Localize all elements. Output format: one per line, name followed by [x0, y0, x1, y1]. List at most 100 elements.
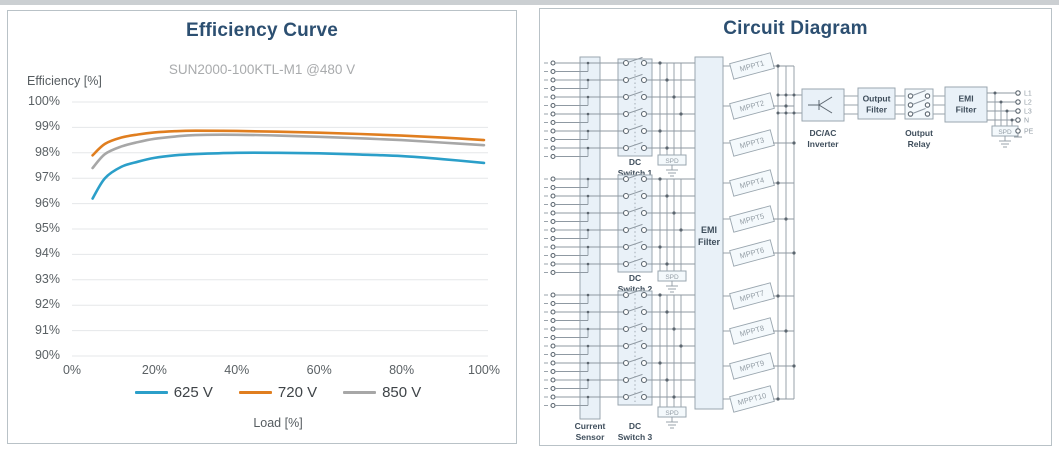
circuit-title: Circuit Diagram [723, 18, 868, 39]
mppt-block: MPPT5 [729, 205, 775, 233]
junction-dot [658, 361, 662, 365]
series-line-625-v [91, 151, 486, 200]
contact-terminal [640, 260, 648, 268]
y-tick-label: 99% [34, 119, 60, 134]
contact-terminal [550, 377, 556, 383]
contact-terminal [550, 60, 556, 66]
mppt-box [729, 52, 775, 80]
efficiency-curve-panel: Efficiency Curve SUN2000-100KTL-M1 @480 … [7, 10, 517, 444]
contact-terminal [550, 218, 556, 225]
mppt-box [729, 239, 775, 267]
mppt-box [729, 205, 775, 233]
dc-switch-label: DC [629, 157, 641, 167]
contact-terminal [550, 94, 556, 100]
junction-dot [999, 100, 1003, 104]
contact-terminal [640, 359, 648, 367]
contact-terminal [924, 102, 931, 108]
mppt-box [729, 317, 775, 345]
contact-terminal [622, 342, 630, 350]
contact-terminal [550, 136, 556, 143]
contact-terminal [640, 76, 648, 84]
junction-dot [792, 251, 796, 255]
contact-terminal [550, 385, 556, 392]
emi-filter-dc-label: Filter [698, 237, 721, 247]
y-tick-label: 93% [34, 271, 60, 286]
contact-terminal [640, 325, 648, 333]
switch-blade [627, 56, 643, 63]
x-tick-label: 20% [141, 363, 167, 377]
spd-label: SPD [665, 410, 679, 417]
junction-dot [586, 395, 590, 399]
mppt-box [729, 169, 775, 197]
switch-blade [627, 373, 643, 380]
junction-dot [586, 211, 590, 215]
x-tick-label: 60% [306, 363, 332, 377]
contact-terminal [550, 244, 556, 250]
contact-terminal [622, 359, 630, 367]
contact-terminal [640, 110, 648, 118]
pe-terminal-label: PE [1024, 129, 1034, 136]
junction-dot [679, 344, 683, 348]
x-axis-title: Load [%] [253, 416, 303, 430]
mppt-block: MPPT1 [729, 52, 775, 80]
spd-ground [666, 417, 678, 429]
contact-terminal [622, 76, 630, 84]
contact-terminal [622, 260, 630, 268]
contact-terminal [550, 153, 556, 160]
mppt-block: MPPT4 [729, 169, 775, 197]
mppt-block: MPPT7 [729, 282, 775, 310]
contact-terminal [622, 308, 630, 316]
dc-switch-label: DC [629, 421, 641, 431]
junction-dot [776, 397, 780, 401]
output-filter-label: Filter [866, 105, 887, 115]
junction-dot [586, 78, 590, 82]
contact-terminal [640, 376, 648, 384]
y-tick-label: 94% [34, 246, 60, 261]
relay-blade [912, 99, 926, 105]
junction-dot [679, 112, 683, 116]
contact-terminal [550, 235, 556, 242]
current-sensor-label: Current [575, 421, 606, 431]
junction-dot [658, 245, 662, 249]
legend-swatch [238, 391, 272, 394]
contact-terminal [622, 127, 630, 135]
switch-blade [627, 223, 643, 230]
contact-terminal [622, 110, 630, 118]
junction-dot [665, 378, 669, 382]
switch-blade [627, 124, 643, 131]
contact-terminal [640, 192, 648, 200]
junction-dot [679, 228, 683, 232]
y-tick-label: 90% [34, 348, 60, 362]
contact-terminal [640, 342, 648, 350]
contact-terminal [907, 102, 914, 108]
contact-terminal [622, 291, 630, 299]
legend-swatch [343, 391, 377, 394]
contact-terminal [622, 175, 630, 183]
spd-label: SPD [665, 158, 679, 165]
gridlines [72, 101, 488, 357]
junction-dot [586, 228, 590, 232]
contact-terminal [550, 85, 556, 92]
legend-item-720-v: 720 V [238, 384, 317, 401]
top-strip [0, 0, 1059, 5]
junction-dot [586, 177, 590, 181]
contact-terminal [550, 227, 556, 233]
contact-terminal [550, 210, 556, 216]
mppt-box [729, 352, 775, 380]
switch-blade [627, 189, 643, 196]
dcac-inverter-label: DC/AC [810, 128, 837, 138]
output-relay-label: Relay [908, 139, 931, 149]
spd-label: SPD [665, 274, 679, 281]
junction-dot [586, 327, 590, 331]
junction-dot [792, 364, 796, 368]
y-tick-label: 95% [34, 221, 60, 235]
contact-terminal [1015, 99, 1021, 105]
switch-blade [627, 305, 643, 312]
junction-dot [586, 129, 590, 133]
contact-terminal [550, 176, 556, 182]
junction-dot [665, 78, 669, 82]
junction-dot [665, 310, 669, 314]
contact-terminal [550, 193, 556, 199]
mppt-block: MPPT9 [729, 352, 775, 380]
junction-dot [776, 181, 780, 185]
